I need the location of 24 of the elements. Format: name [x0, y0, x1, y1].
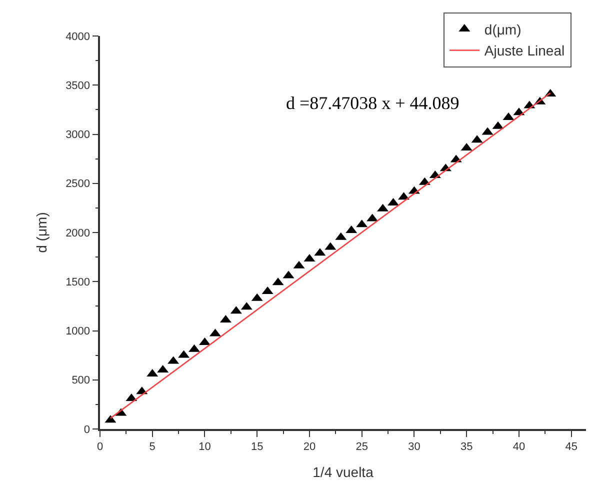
y-tick-label: 4000 — [66, 30, 90, 43]
x-tick-label: 45 — [565, 440, 578, 453]
x-tick-label: 5 — [149, 440, 156, 453]
y-axis-title: d (μm) — [34, 212, 50, 253]
x-tick-label: 40 — [512, 440, 526, 453]
x-tick-label: 10 — [198, 440, 211, 453]
x-axis-title: 1/4 vuelta — [312, 464, 374, 480]
y-tick-label: 2000 — [66, 227, 90, 240]
y-tick-label: 0 — [84, 424, 90, 436]
y-tick-label: 3500 — [66, 80, 90, 92]
y-tick-label: 1000 — [66, 326, 90, 338]
y-tick-label: 500 — [72, 374, 90, 387]
x-tick-label: 25 — [356, 440, 368, 453]
legend-label: d(μm) — [484, 21, 522, 38]
x-tick-label: 15 — [250, 440, 264, 453]
x-tick-label: 0 — [96, 440, 104, 453]
x-tick-label: 35 — [460, 440, 473, 453]
x-tick-label: 20 — [303, 440, 316, 453]
y-tick-label: 3000 — [66, 129, 90, 142]
y-tick-label: 2500 — [66, 178, 90, 190]
legend-label: Ajuste Lineal — [484, 42, 565, 59]
x-tick-label: 30 — [408, 440, 420, 453]
annotation: d =87.47038 x + 44.089 — [286, 93, 460, 113]
y-tick-label: 1500 — [66, 276, 90, 288]
